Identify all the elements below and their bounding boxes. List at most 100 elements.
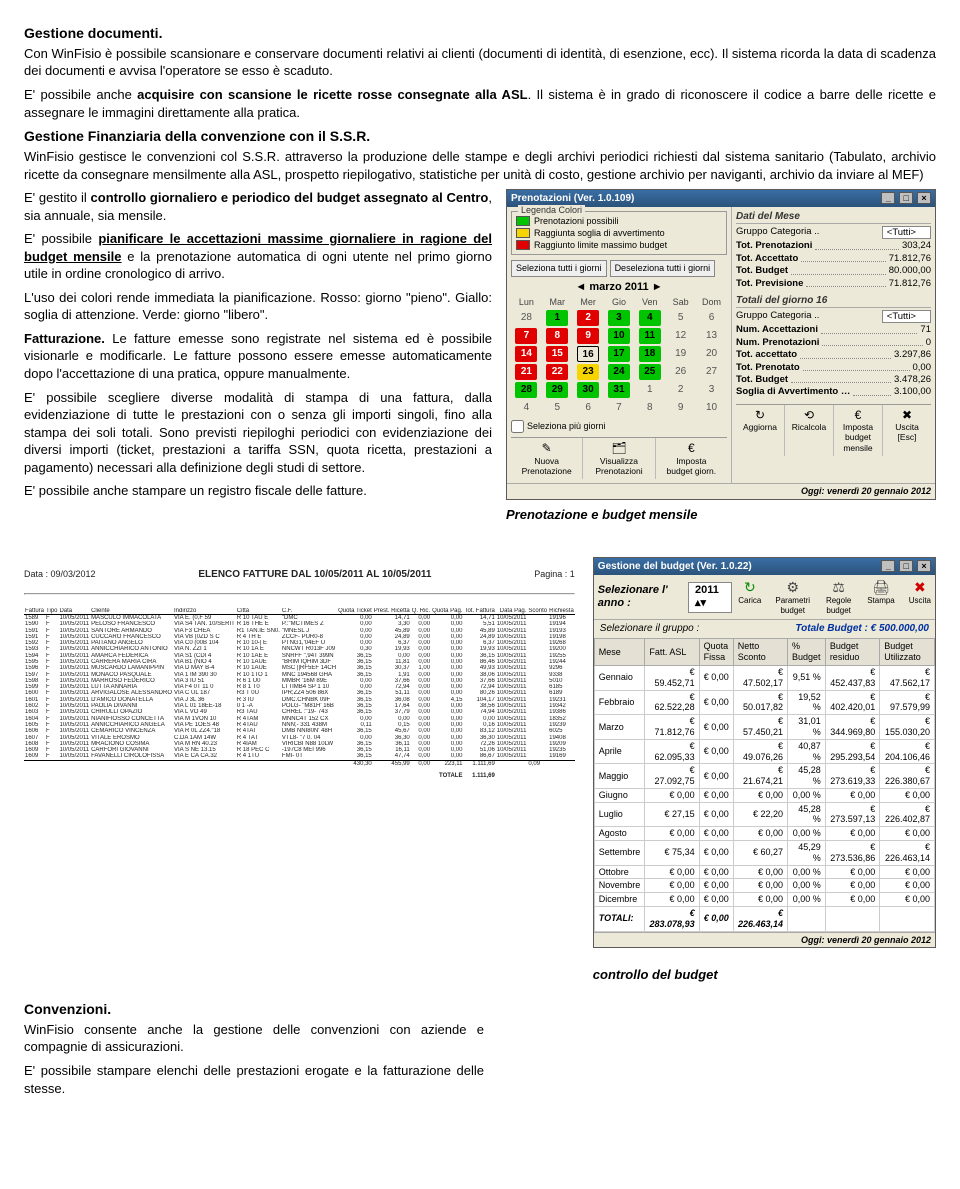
calendar-day[interactable]: 7 xyxy=(515,328,537,344)
table-cell: 1589 xyxy=(24,614,45,621)
toolbar-button[interactable]: 🗂VisualizzaPrenotazioni xyxy=(582,438,654,479)
calendar-day[interactable]: 3 xyxy=(608,310,630,326)
stat-row: Tot. Accettato71.812,76 xyxy=(736,253,931,264)
table-cell: 19169 xyxy=(548,753,575,760)
stat-row: Soglia di Avvertimento …3.100,00 xyxy=(736,386,931,397)
report-title: ELENCO FATTURE DAL 10/05/2011 AL 10/05/2… xyxy=(198,570,431,581)
toolbar-button[interactable]: ↻Aggiorna xyxy=(736,405,784,456)
maximize-icon[interactable]: □ xyxy=(899,560,913,572)
calendar-day[interactable]: 10 xyxy=(701,400,723,416)
table-row: Ottobre€ 0,00€ 0,00€ 0,000,00 %€ 0,00€ 0… xyxy=(594,865,934,879)
titlebar[interactable]: Gestione del budget (Ver. 1.0.22) _ □ × xyxy=(594,558,935,575)
toolbar-button[interactable]: €Impostabudget giorn. xyxy=(655,438,727,479)
calendar-day[interactable]: 9 xyxy=(670,400,692,416)
calendar-day[interactable]: 10 xyxy=(608,328,630,344)
calendar-day[interactable]: 22 xyxy=(546,364,568,380)
toolbar-button[interactable]: ✖Uscita xyxy=(909,579,931,615)
categoria-select[interactable]: <Tutti> xyxy=(882,226,931,239)
select-multi-checkbox[interactable] xyxy=(511,420,524,433)
table-cell: € 22,20 xyxy=(733,802,787,827)
calendar-day[interactable]: 4 xyxy=(515,400,537,416)
stat-value: 0,00 xyxy=(913,362,932,373)
toolbar-button[interactable]: ✖Uscita [Esc] xyxy=(882,405,931,456)
calendar-day[interactable]: 31 xyxy=(608,382,630,398)
maximize-icon[interactable]: □ xyxy=(899,192,913,204)
calendar-day[interactable]: 8 xyxy=(546,328,568,344)
calendar-day[interactable]: 12 xyxy=(670,328,692,344)
close-icon[interactable]: × xyxy=(917,560,931,572)
table-cell: DMB NNI80N' 48H xyxy=(281,728,337,734)
table-cell: 10/05/2011 xyxy=(58,665,90,671)
calendar-day[interactable]: 16 xyxy=(577,346,599,362)
toolbar-button[interactable]: ⚙Parametri budget xyxy=(775,579,810,615)
table-cell: 10/05/2011 xyxy=(58,646,90,652)
table-cell: MSC ||RF5EF 14CH xyxy=(281,665,337,671)
heading-convenzioni: Convenzioni. xyxy=(24,1000,936,1019)
toolbar-button[interactable]: ⟲Ricalcola xyxy=(784,405,833,456)
calendar-day[interactable]: 3 xyxy=(701,382,723,398)
calendar-day[interactable]: 25 xyxy=(639,364,661,380)
calendar-day[interactable]: 23 xyxy=(577,364,599,380)
totale-label: TOTALE xyxy=(337,767,463,779)
calendar-day[interactable]: 9 xyxy=(577,328,599,344)
calendar-day[interactable]: 17 xyxy=(608,346,630,362)
next-month-icon[interactable]: ► xyxy=(652,281,663,293)
calendar-day[interactable]: 19 xyxy=(670,346,692,362)
deselect-all-button[interactable]: Deseleziona tutti i giorni xyxy=(610,260,716,277)
table-cell: 31,01 % xyxy=(788,715,826,740)
stat-row: Tot. Prenotazioni303,24 xyxy=(736,240,931,251)
calendar-day[interactable]: 6 xyxy=(701,310,723,326)
minimize-icon[interactable]: _ xyxy=(881,560,895,572)
year-input[interactable]: 2011 ▴▾ xyxy=(688,582,732,612)
column-header: C.F. xyxy=(281,608,337,615)
table-row: 1603F10/05/2011CHIRULLI OPAZIOVIA L VO 4… xyxy=(24,709,575,715)
categoria-label: Gruppo Categoria .. xyxy=(736,310,819,323)
calendar-day[interactable]: 18 xyxy=(639,346,661,362)
toolbar-button[interactable]: €Impostabudgetmensile xyxy=(833,405,882,456)
calendar-day[interactable]: 29 xyxy=(546,382,568,398)
table-cell: € 60,27 xyxy=(733,841,787,866)
close-icon[interactable]: × xyxy=(917,192,931,204)
calendar-day[interactable]: 4 xyxy=(639,310,661,326)
categoria-select[interactable]: <Tutti> xyxy=(882,310,931,323)
calendar-day[interactable]: 5 xyxy=(546,400,568,416)
toolbar-icon: € xyxy=(658,441,725,455)
calendar-day[interactable]: 28 xyxy=(515,382,537,398)
calendar-day[interactable]: 5 xyxy=(670,310,692,326)
toolbar-button[interactable]: ✎NuovaPrenotazione xyxy=(511,438,582,479)
minimize-icon[interactable]: _ xyxy=(881,192,895,204)
calendar-day[interactable]: 30 xyxy=(577,382,599,398)
table-cell: Giugno xyxy=(594,788,645,802)
table-cell: € 0,00 xyxy=(699,827,733,841)
select-all-button[interactable]: Seleziona tutti i giorni xyxy=(511,260,607,277)
calendar-day[interactable]: 6 xyxy=(577,400,599,416)
calendar-day[interactable]: 7 xyxy=(608,400,630,416)
table-row: 1606F10/05/2011CEMARICO VINCENZAVIA R 0L… xyxy=(24,728,575,734)
calendar-day[interactable]: 2 xyxy=(577,310,599,326)
calendar-day[interactable]: 8 xyxy=(639,400,661,416)
calendar-day[interactable]: 28 xyxy=(515,310,537,326)
toolbar-button[interactable]: ⚖Regole budget xyxy=(824,579,853,615)
calendar-day[interactable]: 24 xyxy=(608,364,630,380)
calendar-day[interactable]: 27 xyxy=(701,364,723,380)
calendar-day[interactable]: 14 xyxy=(515,346,537,362)
calendar-day[interactable]: 1 xyxy=(546,310,568,326)
toolbar-button[interactable]: 🖨Stampa xyxy=(867,579,895,615)
table-row: Agosto€ 0,00€ 0,00€ 0,000,00 %€ 0,00€ 0,… xyxy=(594,827,934,841)
calendar-day[interactable]: 15 xyxy=(546,346,568,362)
calendar-day[interactable]: 13 xyxy=(701,328,723,344)
calendar-day[interactable]: 11 xyxy=(639,328,661,344)
table-cell: NNCWT R013F J09 xyxy=(281,646,337,652)
calendar-day[interactable]: 2 xyxy=(670,382,692,398)
calendar-day[interactable]: 21 xyxy=(515,364,537,380)
calendar-day[interactable]: 26 xyxy=(670,364,692,380)
report-date: Data : 09/03/2012 xyxy=(24,570,96,581)
calendar-day[interactable]: 1 xyxy=(639,382,661,398)
table-cell: 45,28 % xyxy=(788,802,826,827)
calendar-day[interactable]: 20 xyxy=(701,346,723,362)
prev-month-icon[interactable]: ◄ xyxy=(575,281,586,293)
totals-cell: 1.111,69 xyxy=(463,760,495,767)
toolbar-button[interactable]: ↻Carica xyxy=(738,579,761,615)
stat-value: 80.000,00 xyxy=(889,265,931,276)
spinner-icon[interactable]: ▴▾ xyxy=(695,597,706,609)
